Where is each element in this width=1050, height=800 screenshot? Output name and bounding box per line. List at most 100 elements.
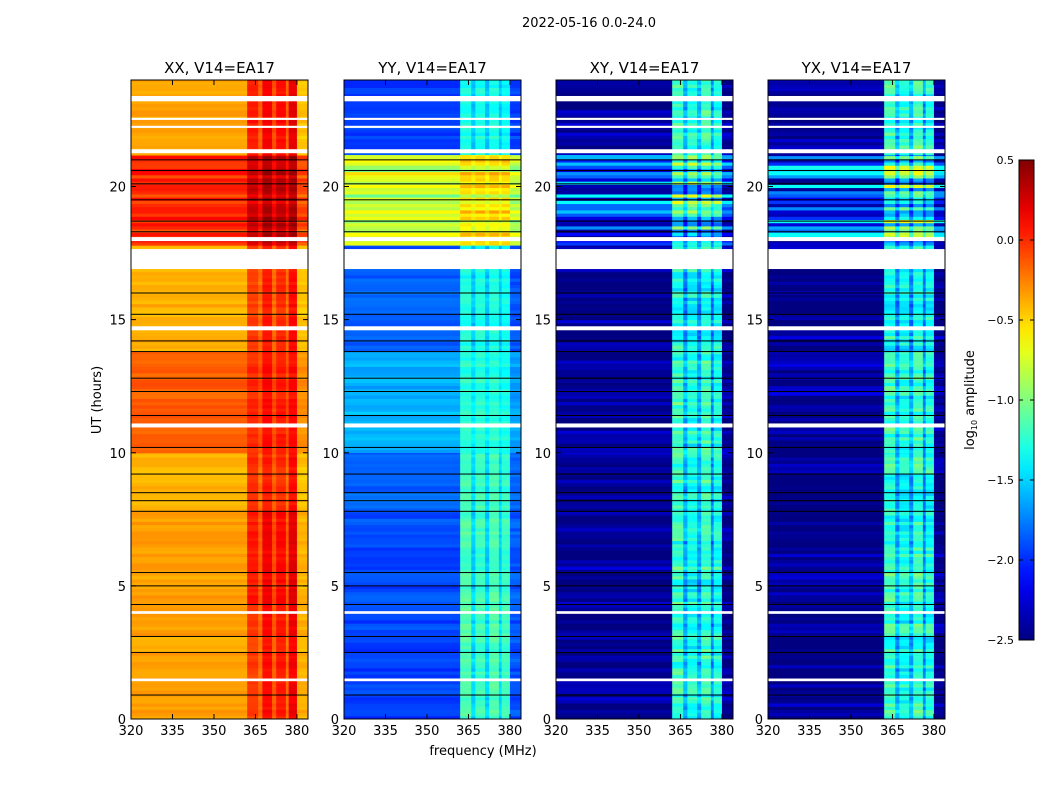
heatmap-cell [288,531,298,535]
heatmap-cell [501,93,511,98]
heatmap-cell [489,345,500,349]
heatmap-cell [697,715,702,719]
heatmap-cell [475,543,486,548]
heatmap-cell [701,540,712,545]
heatmap-cell [285,690,290,694]
heatmap-cell [262,366,273,371]
heatmap-cell [258,313,263,317]
heatmap-cell [713,651,723,656]
heatmap-cell [501,356,511,361]
heatmap-cell [258,119,263,124]
heatmap-cell [262,278,273,282]
heatmap-cell [288,193,298,198]
heatmap-cell [258,635,263,640]
heatmap-cell [710,395,715,399]
heatmap-cell [498,363,503,367]
heatmap-cell [556,392,673,396]
heatmap-cell [288,639,298,643]
heatmap-cell [485,696,490,701]
heatmap-cell [710,511,715,513]
heatmap-cell [475,395,486,399]
heatmap-cell [258,177,263,182]
heatmap-cell [489,521,500,526]
heatmap-cell [501,329,511,333]
heatmap-cell [272,366,277,371]
heatmap-cell [258,135,263,140]
heatmap-cell [285,466,290,471]
heatmap-cell [509,524,521,529]
heatmap-cell [475,414,486,419]
heatmap-cell [276,225,287,230]
heatmap-cell [131,372,248,377]
heatmap-cell [272,715,277,719]
heatmap-cell [285,87,290,92]
heatmap-cell [247,629,259,634]
heatmap-cell [475,524,486,529]
heatmap-cell [710,379,715,383]
heatmap-cell [247,306,259,311]
heatmap-cell [471,274,476,279]
heatmap-cell [485,699,490,704]
heatmap-cell [288,527,298,532]
heatmap-cell [475,511,486,516]
heatmap-cell [475,388,486,393]
heatmap-cell [475,144,486,149]
heatmap-cell [262,155,273,160]
heatmap-cell [272,287,277,292]
heatmap-cell [498,463,503,468]
heatmap-cell [272,303,277,308]
heatmap-cell [344,122,461,127]
heatmap-cell [247,683,259,688]
heatmap-cell [683,534,688,538]
boundary-line [131,340,308,342]
heatmap-cell [296,651,308,656]
heatmap-cell [276,598,287,602]
heatmap-cell [296,591,308,596]
heatmap-cell [262,457,273,461]
heatmap-cell [471,284,476,289]
heatmap-cell [697,559,702,564]
heatmap-cell [501,341,511,346]
flagged-row [131,423,308,428]
heatmap-cell [485,476,490,480]
heatmap-cell [471,154,476,157]
heatmap-cell [721,460,733,464]
heatmap-cell [489,132,500,136]
heatmap-cell [262,582,273,586]
heatmap-cell [721,345,733,349]
heatmap-cell [262,132,273,136]
heatmap-cell [272,703,277,707]
heatmap-cell [710,319,715,324]
heatmap-cell [344,404,461,409]
heatmap-cell [498,706,503,710]
x-tick-label: 380 [285,724,310,739]
heatmap-cell [498,658,503,662]
heatmap-cell [475,540,486,545]
heatmap-cell [683,632,688,637]
heatmap-cell [471,661,476,666]
heatmap-cell [285,511,290,516]
heatmap-cell [288,319,298,324]
heatmap-cell [672,472,684,477]
heatmap-cell [498,578,503,583]
heatmap-cell [501,385,511,390]
heatmap-cell [296,174,308,179]
heatmap-cell [475,632,486,637]
heatmap-cell [460,449,472,454]
heatmap-cell [460,369,472,374]
heatmap-cell [131,639,248,643]
heatmap-cell [713,550,723,554]
heatmap-cell [485,284,490,289]
heatmap-cell [710,623,715,627]
heatmap-cell [489,84,500,88]
heatmap-cell [697,472,702,477]
heatmap-cell [247,540,259,545]
heatmap-cell [687,433,698,438]
heatmap-cell [272,113,277,117]
heatmap-cell [501,578,511,583]
boundary-line [344,446,521,448]
heatmap-cell [272,351,277,355]
heatmap-cell [556,591,673,596]
heatmap-cell [721,372,733,377]
heatmap-cell [471,382,476,387]
